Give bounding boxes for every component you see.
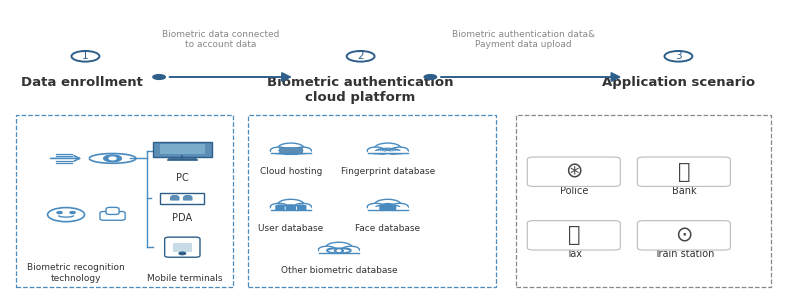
Bar (516, 115, 771, 287)
Text: Application scenario: Application scenario (602, 76, 755, 88)
FancyBboxPatch shape (638, 157, 730, 186)
Text: Biometric authentication data&
Payment data upload: Biometric authentication data& Payment d… (452, 30, 595, 49)
Bar (271, 207, 311, 210)
Circle shape (327, 248, 340, 253)
Text: ⊛: ⊛ (565, 162, 582, 182)
Circle shape (319, 246, 336, 253)
Text: Face database: Face database (355, 223, 420, 233)
Circle shape (278, 143, 304, 153)
Circle shape (286, 204, 297, 208)
FancyBboxPatch shape (106, 207, 119, 214)
Circle shape (391, 203, 408, 210)
FancyBboxPatch shape (160, 144, 205, 154)
Circle shape (264, 141, 317, 161)
Circle shape (326, 242, 352, 252)
Circle shape (109, 157, 116, 160)
Text: User database: User database (258, 223, 324, 233)
Circle shape (376, 149, 389, 154)
FancyBboxPatch shape (275, 207, 285, 210)
Text: Police: Police (559, 185, 588, 196)
Circle shape (57, 212, 62, 214)
Circle shape (375, 143, 401, 153)
Circle shape (337, 250, 341, 251)
Circle shape (361, 141, 414, 161)
Circle shape (278, 149, 292, 154)
Circle shape (338, 248, 351, 253)
Circle shape (278, 205, 292, 210)
Circle shape (271, 147, 288, 154)
Bar (319, 250, 359, 252)
Text: 3: 3 (676, 51, 682, 61)
Text: Biometric recognition
technology: Biometric recognition technology (27, 263, 125, 283)
Circle shape (290, 205, 303, 210)
FancyBboxPatch shape (172, 243, 192, 252)
FancyBboxPatch shape (638, 221, 730, 250)
Circle shape (294, 147, 312, 154)
Circle shape (171, 196, 179, 199)
Bar (248, 115, 496, 287)
Text: PDA: PDA (172, 213, 192, 223)
Circle shape (391, 147, 408, 154)
Text: 2: 2 (358, 51, 364, 61)
Circle shape (294, 203, 312, 210)
Circle shape (184, 196, 191, 199)
Circle shape (271, 203, 288, 210)
FancyBboxPatch shape (168, 159, 197, 160)
Circle shape (361, 197, 414, 217)
Text: 1: 1 (82, 51, 89, 61)
Circle shape (387, 149, 400, 154)
Text: ⊙: ⊙ (675, 225, 693, 245)
Circle shape (275, 204, 285, 208)
Circle shape (367, 147, 384, 154)
Text: PC: PC (176, 173, 189, 183)
Text: Bank: Bank (672, 185, 696, 196)
Circle shape (375, 199, 401, 209)
Circle shape (278, 199, 304, 209)
Text: Tax: Tax (566, 249, 582, 259)
FancyBboxPatch shape (286, 207, 296, 210)
FancyBboxPatch shape (100, 211, 125, 220)
Circle shape (312, 240, 365, 260)
Text: Biometric authentication
cloud platform: Biometric authentication cloud platform (267, 76, 454, 104)
Circle shape (367, 203, 384, 210)
Bar (368, 151, 408, 153)
FancyBboxPatch shape (297, 207, 306, 210)
Text: Biometric data connected
to account data: Biometric data connected to account data (162, 30, 280, 49)
FancyBboxPatch shape (379, 205, 396, 210)
FancyBboxPatch shape (279, 147, 302, 153)
Text: Train station: Train station (653, 249, 714, 259)
Text: ⛩: ⛩ (678, 162, 690, 182)
Circle shape (380, 203, 396, 209)
Circle shape (387, 205, 400, 210)
Circle shape (297, 204, 307, 208)
Circle shape (290, 149, 303, 154)
FancyBboxPatch shape (170, 197, 180, 201)
Circle shape (342, 246, 359, 253)
FancyBboxPatch shape (161, 193, 204, 204)
FancyBboxPatch shape (153, 142, 212, 157)
FancyBboxPatch shape (528, 157, 620, 186)
Text: Mobile terminals: Mobile terminals (147, 274, 222, 283)
Circle shape (376, 205, 389, 210)
Circle shape (104, 155, 121, 162)
Circle shape (153, 75, 165, 79)
Bar (16, 115, 233, 287)
Text: 🖨: 🖨 (567, 225, 580, 245)
Bar (271, 151, 311, 153)
FancyBboxPatch shape (165, 237, 200, 257)
Bar (368, 207, 408, 210)
Circle shape (264, 197, 317, 217)
Circle shape (424, 75, 437, 79)
Text: Cloud hosting: Cloud hosting (259, 167, 322, 176)
Circle shape (70, 212, 75, 214)
FancyBboxPatch shape (528, 221, 620, 250)
Text: Fingerprint database: Fingerprint database (341, 167, 435, 176)
Circle shape (335, 249, 343, 252)
Text: Other biometric database: Other biometric database (281, 266, 397, 275)
Circle shape (179, 252, 186, 255)
Text: Data enrollment: Data enrollment (21, 76, 142, 88)
FancyBboxPatch shape (183, 197, 192, 201)
